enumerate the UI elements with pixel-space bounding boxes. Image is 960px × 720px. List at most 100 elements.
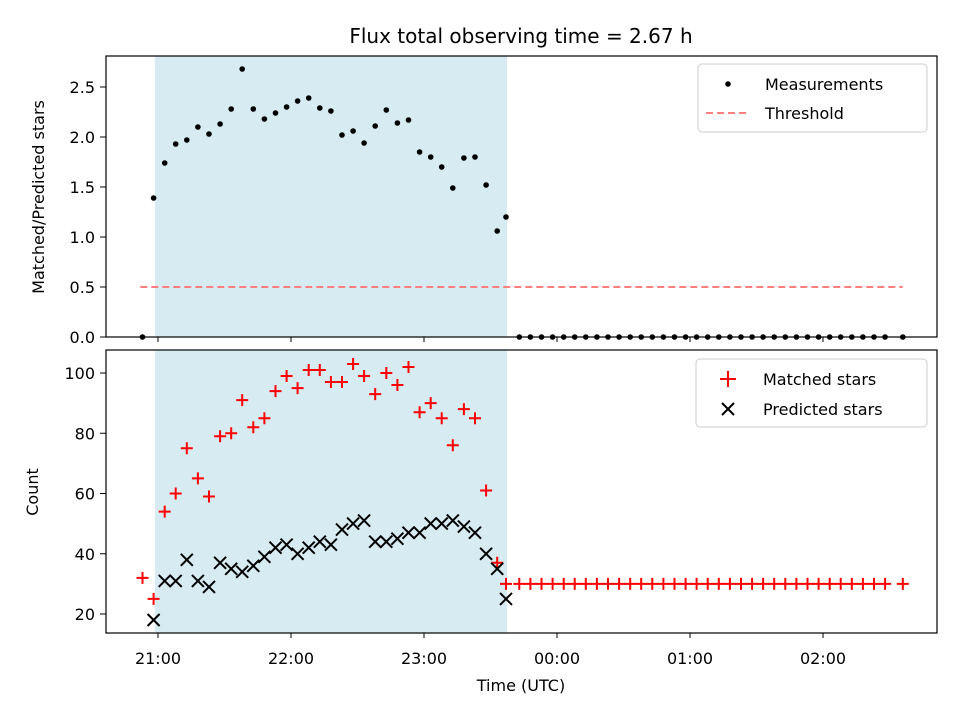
legend-measurements-marker	[725, 81, 731, 87]
predicted-star-point	[401, 525, 416, 540]
predicted-star-point	[499, 592, 513, 606]
matched-star-point	[424, 397, 437, 410]
measurement-point	[461, 155, 467, 161]
legend-predicted-marker	[721, 402, 735, 416]
matched-star-point	[358, 370, 371, 382]
measurement-point	[317, 105, 323, 111]
predicted-star-point	[368, 534, 382, 549]
measurement-point	[472, 154, 478, 160]
matched-star-point	[324, 376, 337, 388]
measurement-point	[172, 141, 179, 147]
matched-star-point	[247, 421, 260, 434]
predicted-star-point	[357, 513, 371, 528]
matched-star-point	[347, 358, 360, 370]
matched-star-point	[845, 577, 858, 590]
matched-star-point	[291, 382, 304, 395]
predicted-star-point	[146, 613, 161, 627]
matched-star-point	[679, 577, 692, 590]
top-panel: 0.0 0.5 1.0 1.5 2.0 2.5 Matched/Predicted sta…	[29, 55, 938, 347]
matched-star-point	[690, 577, 703, 590]
measurement-point	[272, 110, 279, 116]
measurement-point	[261, 116, 268, 122]
matched-star-point	[896, 577, 909, 590]
measurement-point	[305, 95, 312, 101]
measurement-point	[394, 120, 401, 126]
matched-star-point	[657, 577, 670, 590]
matched-star-point	[180, 442, 193, 455]
predicted-star-point	[279, 537, 294, 552]
measurement-point	[206, 131, 212, 137]
matched-star-point	[258, 412, 271, 425]
matched-star-point	[413, 406, 426, 419]
top-y-tick-label: 2.5	[70, 78, 95, 97]
matched-star-point	[568, 577, 581, 590]
top-y-axis-label: Matched/Predicted stars	[29, 100, 48, 294]
legend-measurements-label: Measurements	[765, 75, 883, 94]
predicted-star-point	[191, 574, 205, 588]
measurement-point	[450, 185, 456, 191]
predicted-star-point	[468, 525, 482, 540]
top-y-tick-label: 1.5	[70, 178, 95, 197]
predicted-star-point	[379, 534, 394, 549]
matched-star-point	[790, 577, 803, 590]
matched-star-point	[214, 430, 227, 443]
measurement-point	[184, 137, 190, 143]
predicted-star-point	[324, 537, 338, 552]
predicted-star-point	[257, 550, 272, 564]
measurement-point	[416, 149, 423, 155]
legend-matched-label: Matched stars	[763, 370, 876, 389]
matched-star-point	[524, 577, 537, 590]
matched-star-point	[768, 577, 781, 590]
chart-title: Flux total observing time = 2.67 h	[349, 24, 692, 48]
bottom-panel: 20 40 60 80 100 21:00 22:00 23:00 00:00 01:00 02:…	[23, 349, 938, 695]
matched-star-point	[191, 472, 204, 485]
measurement-point	[294, 98, 301, 104]
measurement-point	[405, 117, 412, 123]
measurement-point	[161, 160, 168, 166]
measurement-point	[383, 107, 390, 113]
bottom-legend-box	[695, 358, 928, 428]
matched-star-point	[313, 364, 326, 376]
predicted-star-point	[479, 547, 493, 561]
top-shaded-span	[155, 56, 507, 337]
matched-star-point	[380, 367, 393, 379]
matched-star-point	[147, 592, 160, 605]
measurement-point	[350, 128, 356, 134]
matched-star-point	[590, 577, 603, 590]
matched-star-point	[856, 577, 869, 590]
matched-star-point	[812, 577, 825, 590]
legend-threshold-label: Threshold	[764, 104, 844, 123]
matched-star-point	[602, 577, 614, 590]
legend-predicted-label: Predicted stars	[763, 400, 883, 419]
bottom-y-tick-label: 20	[75, 605, 95, 624]
measurement-point	[239, 66, 245, 72]
predicted-star-point	[168, 574, 183, 588]
predicted-star-point	[446, 513, 460, 528]
matched-star-point	[500, 577, 512, 590]
top-y-tick-label: 1.0	[70, 228, 95, 247]
matched-star-point	[302, 364, 315, 376]
measurement-point	[195, 124, 201, 130]
predicted-star-point	[224, 562, 238, 576]
matched-star-point	[336, 376, 348, 388]
measurement-point	[494, 228, 501, 234]
matched-star-point	[701, 577, 714, 590]
predicted-star-point	[268, 540, 283, 555]
predicted-star-point	[490, 562, 504, 576]
bottom-x-tick-label: 23:00	[401, 649, 447, 668]
matched-star-point	[513, 577, 526, 590]
matched-star-point	[723, 577, 736, 590]
matched-star-point	[746, 577, 759, 590]
bottom-x-axis-label: Time (UTC)	[476, 676, 565, 695]
measurement-point	[427, 154, 434, 160]
measurement-point	[438, 164, 445, 170]
matched-star-point	[269, 385, 282, 398]
legend-matched-marker	[720, 371, 736, 387]
matched-star-point	[868, 577, 880, 590]
measurement-point	[328, 108, 334, 114]
predicted-star-point	[202, 580, 216, 594]
top-y-tick-label: 2.0	[70, 128, 95, 147]
measurement-point	[283, 104, 290, 110]
matched-star-point	[635, 577, 648, 590]
matched-star-point	[435, 412, 448, 425]
